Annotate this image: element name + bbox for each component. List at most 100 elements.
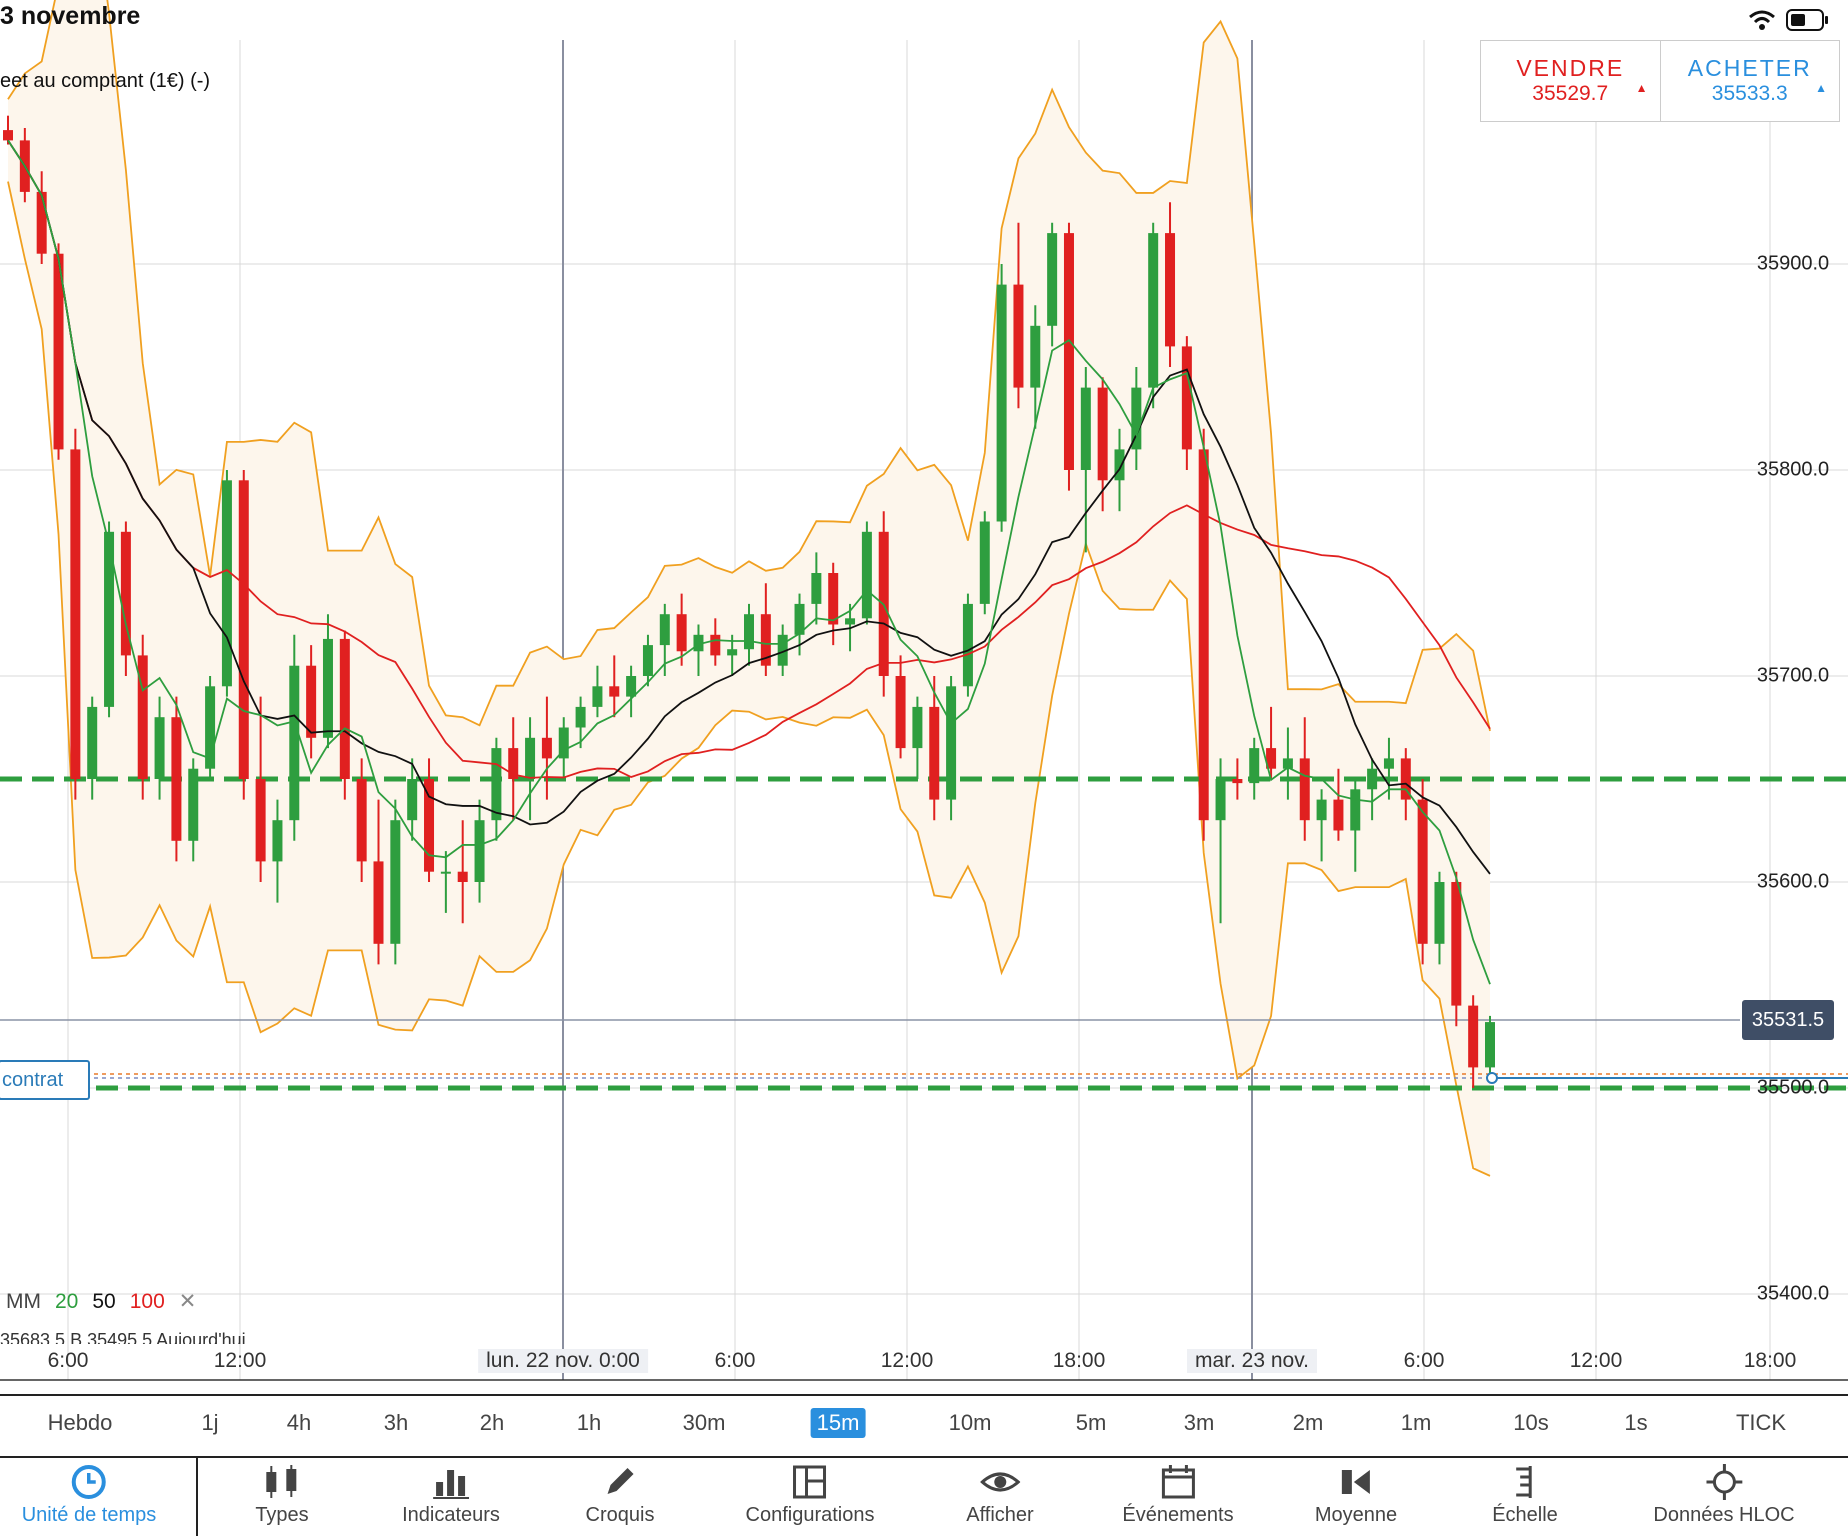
candle-body — [457, 871, 468, 882]
candle-body — [1333, 799, 1344, 831]
tool-hloc[interactable]: Données HLOC — [1653, 1458, 1795, 1536]
candle-body — [1080, 387, 1091, 470]
candle-body — [171, 717, 182, 841]
timeframe-hebdo[interactable]: Hebdo — [47, 1410, 113, 1435]
candle-body — [1316, 799, 1327, 821]
candle-body — [1114, 449, 1125, 481]
timeframe-10m[interactable]: 10m — [948, 1410, 992, 1435]
candle-body — [373, 861, 384, 944]
timeframe-1m[interactable]: 1m — [1400, 1410, 1432, 1435]
candle-body — [474, 820, 485, 882]
legend-ma100: 100 — [129, 1289, 165, 1313]
tool-average-label: Moyenne — [1314, 1504, 1398, 1526]
wifi-icon — [1749, 10, 1775, 30]
candle-body — [1181, 346, 1192, 450]
contract-button[interactable]: contrat — [0, 1060, 90, 1100]
candle-body — [895, 676, 906, 749]
calendar-icon — [1161, 1465, 1195, 1499]
timeframe-1j[interactable]: 1j — [201, 1410, 219, 1435]
candle-body — [137, 655, 148, 779]
sell-button[interactable]: VENDRE 35529.7 ▲ — [1481, 41, 1660, 121]
x-tick-label: 18:00 — [1743, 1349, 1797, 1372]
candle-body — [1165, 233, 1176, 347]
y-tick-label: 35600.0 — [1756, 870, 1830, 893]
tool-types[interactable]: Types — [255, 1458, 309, 1536]
bottom-toolbar: Unité de temps Types Indicateurs Croquis… — [0, 1456, 1848, 1536]
tool-display[interactable]: Afficher — [966, 1458, 1034, 1536]
timeframe-10s[interactable]: 10s — [1513, 1410, 1549, 1435]
bar-chart-icon — [433, 1470, 469, 1499]
legend-prefix: MM — [6, 1289, 41, 1313]
x-tick-label: mar. 23 nov. — [1186, 1349, 1318, 1373]
candle-body — [407, 779, 418, 821]
candle-body — [1350, 789, 1361, 831]
timeframe-2m[interactable]: 2m — [1292, 1410, 1324, 1435]
candle-body — [120, 531, 131, 656]
candle-body — [525, 737, 536, 779]
tool-scale[interactable]: Échelle — [1492, 1458, 1558, 1536]
candle-body — [3, 130, 13, 141]
timeframe-tick[interactable]: TICK — [1735, 1410, 1787, 1435]
candles-icon — [265, 1465, 296, 1498]
candle-body — [1434, 882, 1445, 944]
candle-body — [1266, 748, 1277, 769]
x-tick-label: 6:00 — [714, 1349, 756, 1372]
tool-indicators[interactable]: Indicateurs — [402, 1458, 500, 1536]
tool-timeframe-label: Unité de temps — [21, 1504, 157, 1526]
tool-average[interactable]: Moyenne — [1315, 1458, 1397, 1536]
candle-body — [1047, 233, 1058, 326]
timeframe-5m[interactable]: 5m — [1075, 1410, 1107, 1435]
legend-close-icon[interactable]: ✕ — [178, 1290, 197, 1313]
buy-up-arrow-icon: ▲ — [1815, 81, 1827, 95]
sell-price: 35529.7 — [1532, 82, 1609, 105]
candle-body — [255, 779, 266, 862]
tool-events[interactable]: Événements — [1122, 1458, 1234, 1536]
candle-body — [929, 706, 940, 800]
candle-body — [188, 768, 199, 841]
candle-body — [676, 614, 687, 652]
tool-drawing[interactable]: Croquis — [586, 1458, 654, 1536]
toolbar-divider — [196, 1458, 198, 1536]
candle-body — [53, 253, 64, 450]
candle-body — [508, 748, 519, 779]
timeframe-4h[interactable]: 4h — [286, 1410, 312, 1435]
candle-body — [491, 748, 502, 821]
timeframe-30m[interactable]: 30m — [682, 1410, 726, 1435]
x-tick-label: 12:00 — [880, 1349, 934, 1372]
layout-icon — [793, 1465, 827, 1499]
price-chart[interactable] — [0, 0, 1848, 1394]
buy-button[interactable]: ACHETER 35533.3 ▲ — [1659, 41, 1840, 121]
candle-body — [87, 706, 98, 779]
timeframe-1s[interactable]: 1s — [1624, 1410, 1648, 1435]
timeframe-15m[interactable]: 15m — [810, 1408, 866, 1438]
x-tick-label: 12:00 — [213, 1349, 267, 1372]
candle-body — [609, 686, 620, 697]
candle-body — [558, 727, 569, 759]
timeframe-3h[interactable]: 3h — [383, 1410, 409, 1435]
candle-body — [710, 634, 721, 656]
timeframe-1h[interactable]: 1h — [576, 1410, 602, 1435]
last-point-marker — [1486, 1072, 1498, 1084]
candle-body — [424, 779, 435, 872]
candle-body — [794, 603, 805, 635]
tool-hloc-label: Données HLOC — [1653, 1504, 1795, 1526]
timeframe-3m[interactable]: 3m — [1183, 1410, 1215, 1435]
candle-body — [592, 686, 603, 707]
instrument-name: eet au comptant (1€) (-) — [0, 70, 211, 92]
tool-display-label: Afficher — [966, 1504, 1034, 1526]
x-tick-label: 6:00 — [1403, 1349, 1445, 1372]
candle-body — [1097, 387, 1108, 481]
y-tick-label: 35900.0 — [1756, 252, 1830, 275]
candle-body — [1468, 1005, 1479, 1068]
tool-configurations-label: Configurations — [745, 1504, 875, 1526]
tool-timeframe[interactable]: Unité de temps — [21, 1458, 157, 1536]
candle-body — [272, 820, 283, 862]
x-tick-label: 18:00 — [1052, 1349, 1106, 1372]
candle-body — [777, 634, 788, 666]
tool-indicators-label: Indicateurs — [402, 1504, 500, 1526]
bollinger-lower — [7, 181, 1491, 1177]
candle-body — [1400, 758, 1411, 800]
timeframe-2h[interactable]: 2h — [479, 1410, 505, 1435]
candle-body — [1148, 233, 1159, 388]
tool-configurations[interactable]: Configurations — [745, 1458, 875, 1536]
